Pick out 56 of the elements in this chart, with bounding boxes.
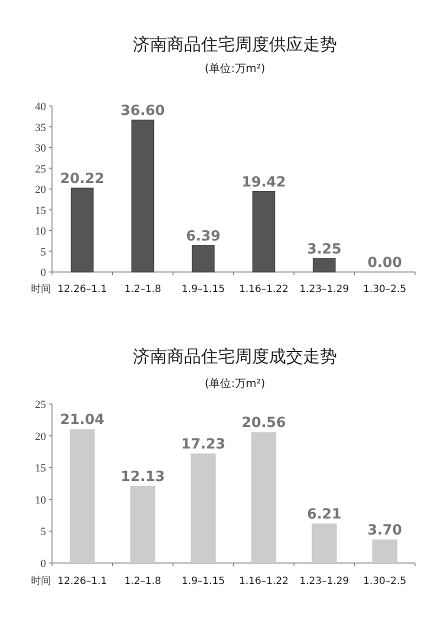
bar <box>131 120 154 272</box>
y-tick-label: 5 <box>40 526 46 538</box>
y-tick-label: 25 <box>35 399 46 411</box>
x-tick-label: 1.30–2.5 <box>363 576 406 587</box>
data-label: 12.13 <box>120 468 165 485</box>
chart-title: 济南商品住宅周度供应走势 <box>133 35 337 55</box>
bar <box>70 429 95 563</box>
data-label: 3.70 <box>367 522 402 538</box>
data-label: 17.23 <box>181 436 226 452</box>
data-label: 3.25 <box>306 242 342 258</box>
data-label: 6.39 <box>186 228 221 244</box>
y-tick-label: 10 <box>35 226 46 238</box>
y-tick-label: 20 <box>35 430 46 443</box>
x-tick-label: 1.9–1.15 <box>182 576 225 587</box>
x-tick-label: 1.16–1.22 <box>238 284 289 295</box>
x-tick-label: 1.16–1.22 <box>238 576 289 587</box>
bar <box>130 486 156 563</box>
y-tick-label: 10 <box>35 494 46 506</box>
data-label: 6.21 <box>306 506 342 523</box>
chart-subtitle: (单位:万m²) <box>204 377 266 390</box>
y-tick-label: 35 <box>35 122 46 134</box>
y-tick-label: 15 <box>35 204 46 217</box>
data-label: 21.04 <box>60 412 105 428</box>
y-tick-label: 25 <box>35 163 46 176</box>
bar <box>192 245 215 272</box>
y-tick-label: 30 <box>35 142 46 154</box>
x-axis-title: 时间 <box>31 283 51 295</box>
data-label: 20.22 <box>60 171 104 188</box>
x-tick-label: 12.26–1.1 <box>57 284 108 295</box>
y-tick-label: 40 <box>35 101 46 113</box>
x-tick-label: 1.30–2.5 <box>363 284 406 295</box>
x-tick-label: 1.2–1.8 <box>124 284 162 295</box>
data-label: 19.42 <box>242 174 286 190</box>
y-tick-label: 5 <box>40 246 46 258</box>
bar <box>372 539 398 563</box>
y-tick-label: 0 <box>40 558 46 570</box>
bar <box>312 524 337 563</box>
bar <box>190 453 216 563</box>
data-label: 20.56 <box>242 415 286 432</box>
x-tick-label: 1.23–1.29 <box>299 284 350 295</box>
data-label: 0.00 <box>367 255 402 271</box>
bar <box>312 258 336 272</box>
x-tick-label: 1.2–1.8 <box>124 576 162 587</box>
x-tick-label: 12.26–1.1 <box>57 576 108 587</box>
bar <box>70 188 94 272</box>
data-label: 36.60 <box>120 103 166 120</box>
y-tick-label: 0 <box>40 267 46 279</box>
y-tick-label: 20 <box>35 184 46 196</box>
chart-subtitle: (单位:万m²) <box>204 62 266 75</box>
x-tick-label: 1.9–1.15 <box>182 284 225 295</box>
bar <box>251 432 276 563</box>
x-tick-label: 1.23–1.29 <box>299 576 350 587</box>
x-axis-title: 时间 <box>31 575 51 587</box>
y-tick-label: 15 <box>35 462 46 475</box>
bar <box>252 191 276 272</box>
chart-title: 济南商品住宅周度成交走势 <box>133 347 337 367</box>
